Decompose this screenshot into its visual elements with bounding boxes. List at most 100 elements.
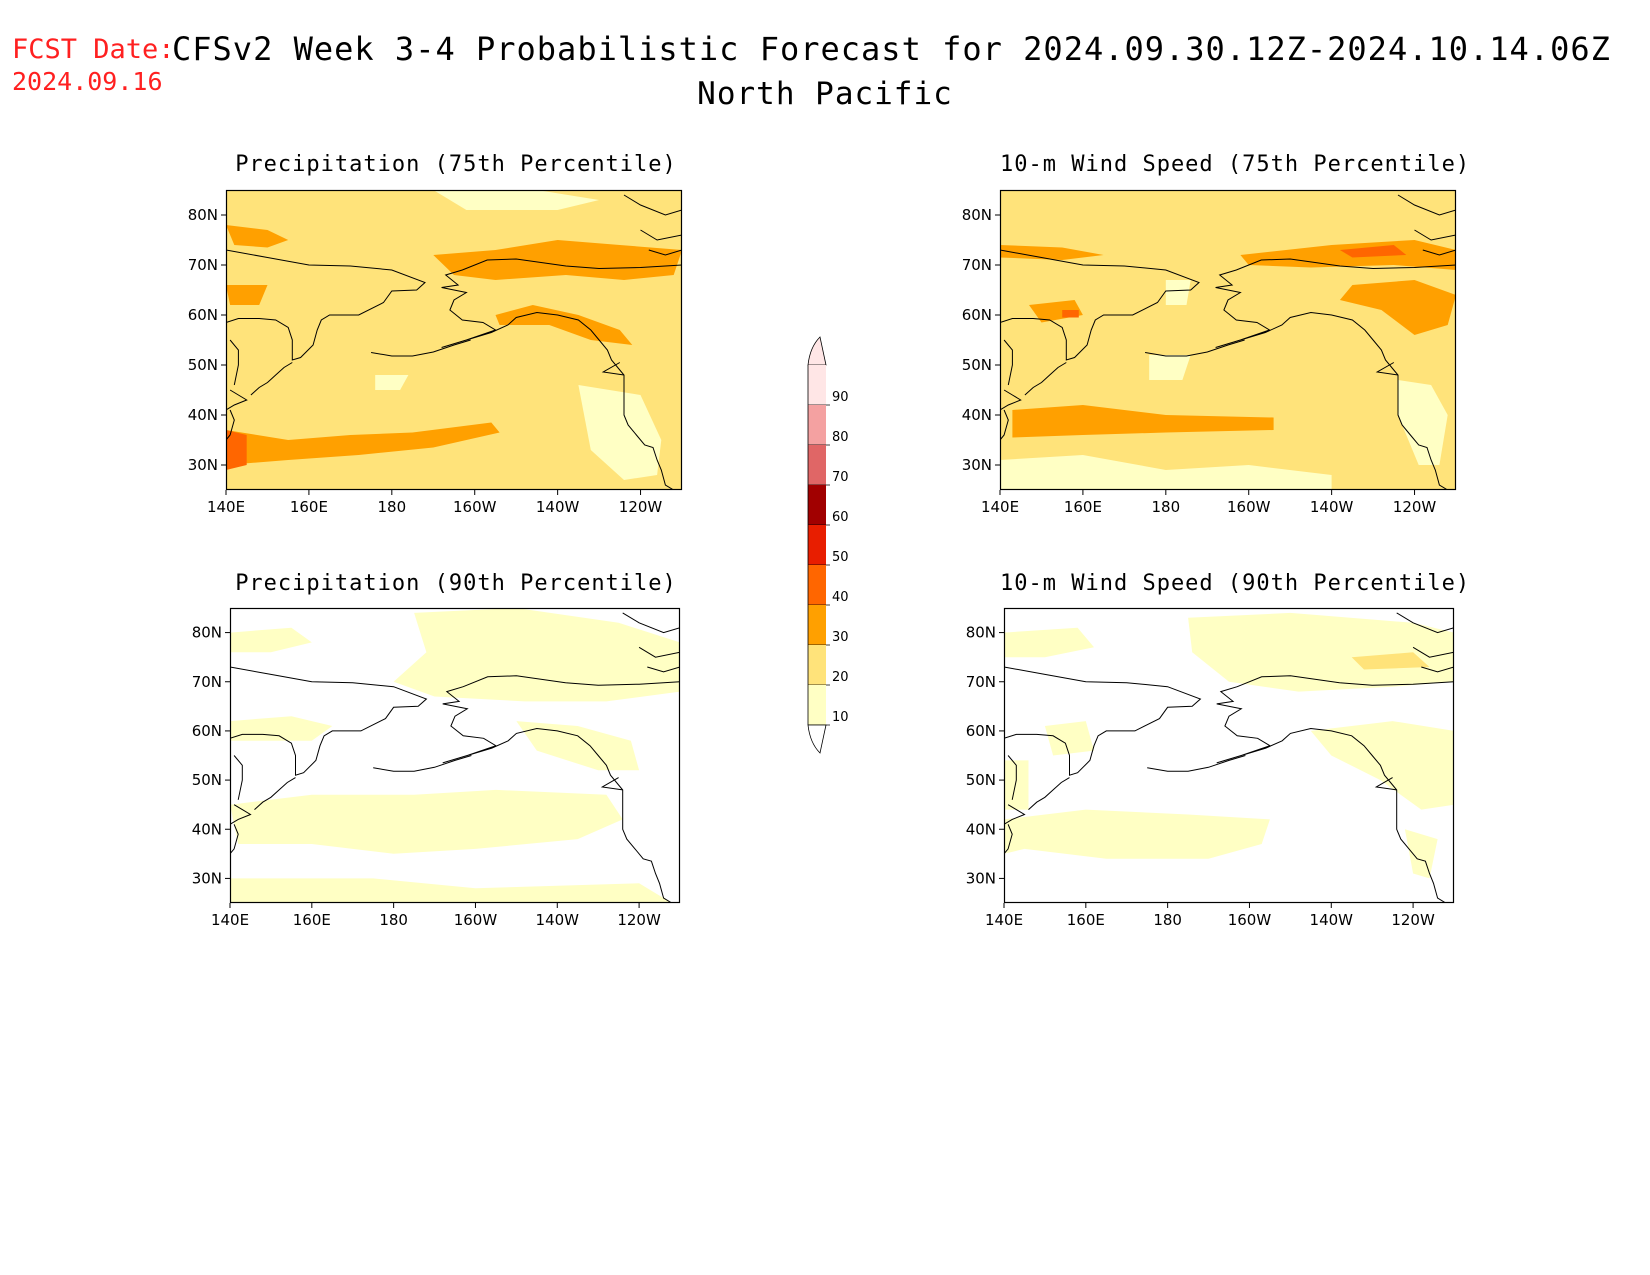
coastline	[230, 824, 239, 855]
coastline	[1397, 194, 1456, 216]
lat-tick-label: 60N	[188, 306, 218, 324]
probability-region	[1004, 760, 1029, 810]
colorbar-swatch	[808, 565, 826, 605]
coastline	[1375, 362, 1399, 376]
coastline	[600, 777, 623, 791]
probability-region	[1004, 627, 1094, 658]
probability-region	[1339, 280, 1456, 335]
colorbar-svg: 90 80 70 60 50 40 30 20 10	[807, 336, 849, 754]
probability-region	[1004, 809, 1270, 859]
lon-tick-label: 160E	[290, 498, 328, 516]
coastline	[1024, 362, 1067, 396]
probability-region	[1404, 829, 1438, 879]
lon-tick-label: 180	[379, 911, 408, 929]
map-panel-precip-75: 140E 160E 180 160W 140W 120W 80N 70N 60N 50N 40N 30…	[188, 189, 683, 516]
probability-region	[1240, 240, 1456, 270]
coastline	[226, 409, 235, 441]
coastline	[1216, 675, 1454, 903]
coastline	[230, 666, 428, 776]
lat-tick-label: 70N	[962, 256, 992, 274]
map-frame	[225, 189, 683, 491]
coastline	[1007, 755, 1017, 800]
map-panel-wind-75: 140E 160E 180 160W 140W 120W 80N 70N 60N 50N 40N 30…	[962, 189, 1457, 516]
forecast-date-label: FCST Date:	[12, 34, 175, 65]
map-frame	[999, 189, 1457, 491]
map-svg: 140E 160E 180 160W 140W 120W 80N 70N 60N 50N 40N 30…	[966, 607, 1455, 929]
coastline	[622, 612, 680, 634]
probability-region	[433, 190, 600, 210]
lon-tick-label: 160E	[1067, 911, 1105, 929]
map-frame	[229, 607, 681, 904]
colorbar-label: 40	[832, 590, 849, 605]
lat-tick-label: 30N	[188, 456, 218, 474]
lon-tick-label: 180	[377, 498, 406, 516]
coastline	[640, 229, 682, 241]
lat-tick-label: 40N	[966, 820, 996, 838]
map-svg: 140E 160E 180 160W 140W 120W 80N 70N 60N 50N 40N 30…	[192, 607, 681, 929]
coastline	[1421, 666, 1454, 673]
coastline	[1412, 646, 1454, 658]
lon-tick-label: 140E	[981, 498, 1019, 516]
probability-region	[1062, 310, 1079, 318]
lon-tick-label: 120W	[1393, 498, 1437, 516]
colorbar-label: 70	[832, 470, 849, 485]
lon-tick-label: 160W	[453, 498, 497, 516]
lon-tick-label: 160E	[1064, 498, 1102, 516]
colorbar-label: 10	[832, 710, 849, 725]
main-title: CFSv2 Week 3-4 Probabilistic Forecast fo…	[172, 30, 1611, 68]
coastline	[373, 755, 472, 772]
colorbar-top-cap	[807, 336, 827, 366]
map-panel-precip-90: 140E 160E 180 160W 140W 120W 80N 70N 60N 50N 40N 30…	[192, 607, 681, 929]
coastline	[1028, 777, 1070, 810]
lat-tick-label: 70N	[188, 256, 218, 274]
probability-region	[495, 305, 633, 345]
colorbar-label: 90	[832, 390, 849, 405]
map-svg: 140E 160E 180 160W 140W 120W 80N 70N 60N 50N 40N 30…	[188, 189, 683, 516]
lat-tick-label: 30N	[966, 869, 996, 887]
lon-tick-label: 140E	[985, 911, 1023, 929]
coastline	[233, 755, 243, 800]
coastline	[230, 804, 252, 825]
coastline	[1000, 249, 1200, 361]
coastline	[1004, 824, 1013, 855]
probability-region	[393, 608, 680, 702]
lat-tick-label: 70N	[966, 673, 996, 691]
coastline	[441, 258, 682, 490]
colorbar-swatch	[808, 605, 826, 645]
probability-colorbar: 90 80 70 60 50 40 30 20 10	[800, 335, 870, 769]
lon-tick-label: 120W	[619, 498, 663, 516]
coastline	[1374, 777, 1397, 791]
colorbar-swatch	[808, 445, 826, 485]
lon-tick-label: 160W	[454, 911, 498, 929]
probability-region	[1188, 612, 1454, 692]
coastline	[601, 362, 625, 376]
lat-tick-label: 40N	[962, 406, 992, 424]
probability-region	[230, 878, 672, 903]
map-panel-wind-90: 140E 160E 180 160W 140W 120W 80N 70N 60N 50N 40N 30…	[966, 607, 1455, 929]
coastline	[1147, 755, 1246, 772]
coastline	[648, 249, 682, 256]
probability-region	[226, 422, 500, 465]
panel-title-wind-90: 10-m Wind Speed (90th Percentile)	[1000, 571, 1471, 596]
coastline	[1003, 339, 1013, 386]
colorbar-swatch	[808, 365, 826, 405]
panel-title-precip-75: Precipitation (75th Percentile)	[235, 152, 677, 177]
colorbar-swatch	[808, 405, 826, 445]
lat-tick-label: 50N	[962, 356, 992, 374]
coastline	[1000, 389, 1022, 411]
coastline	[623, 194, 682, 216]
probability-region	[433, 240, 682, 280]
colorbar-swatch	[808, 685, 826, 725]
coastline	[250, 362, 293, 396]
lat-tick-label: 40N	[192, 820, 222, 838]
coastline	[1215, 258, 1456, 490]
colorbar-swatch	[808, 485, 826, 525]
lon-tick-label: 160W	[1228, 911, 1272, 929]
lat-tick-label: 60N	[192, 722, 222, 740]
lat-tick-label: 80N	[966, 624, 996, 642]
probability-region	[226, 285, 268, 305]
coastline	[371, 339, 471, 357]
lat-tick-label: 40N	[188, 406, 218, 424]
lon-tick-label: 140W	[1310, 498, 1354, 516]
colorbar-label: 50	[832, 550, 849, 565]
